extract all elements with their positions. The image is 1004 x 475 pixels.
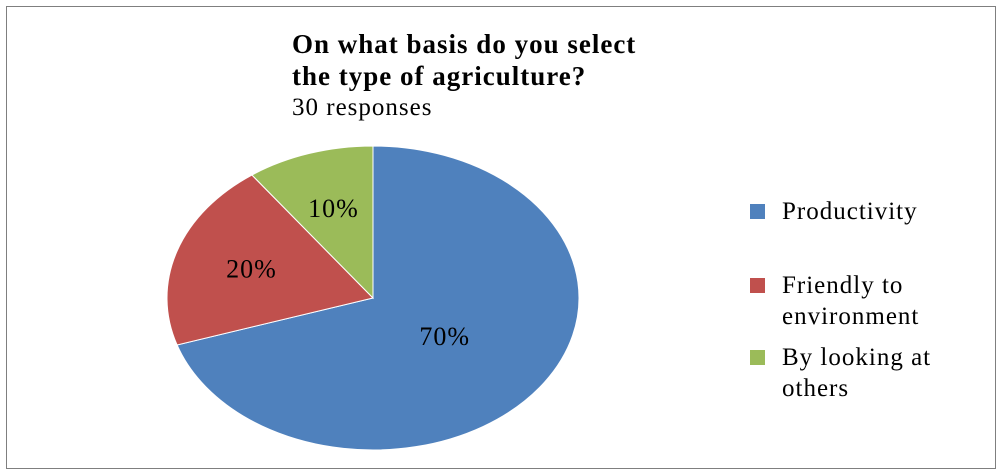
pie-slice-label-friendly-to-environment: 20% xyxy=(226,254,277,283)
pie-slices xyxy=(166,145,580,451)
chart-title-line-2: the type of agriculture? xyxy=(292,61,587,91)
pie-slice-friendly-to-environment xyxy=(166,174,374,346)
legend-item-friendly-to-environment: Friendly to environment xyxy=(750,270,919,332)
legend-label-productivity-line-1: Productivity xyxy=(782,198,918,225)
pie-slice-labels: 70% 20% 10% xyxy=(226,194,470,351)
pie-slice-label-productivity: 70% xyxy=(419,322,470,351)
legend-label-friendly-line-2: environment xyxy=(782,303,920,330)
legend-label-looking-line-1: By looking at xyxy=(782,344,932,371)
pie-slice-productivity xyxy=(176,145,580,451)
legend-swatch-friendly-to-environment xyxy=(750,278,765,293)
legend-swatch-productivity xyxy=(750,204,765,219)
chart-subtitle: 30 responses xyxy=(292,94,433,121)
chart-title-block: On what basis do you select the type of … xyxy=(292,28,636,124)
chart-title-line-1: On what basis do you select xyxy=(292,29,637,59)
legend-swatch-by-looking-at-others xyxy=(750,350,765,365)
legend-item-productivity: Productivity xyxy=(750,196,918,227)
pie-slice-label-by-looking-at-others: 10% xyxy=(308,194,359,223)
legend-item-by-looking-at-others: By looking at others xyxy=(750,342,931,404)
legend-label-friendly-line-1: Friendly to xyxy=(782,272,904,299)
legend-label-looking-line-2: others xyxy=(782,375,850,402)
pie-slice-by-looking-at-others xyxy=(251,145,374,300)
